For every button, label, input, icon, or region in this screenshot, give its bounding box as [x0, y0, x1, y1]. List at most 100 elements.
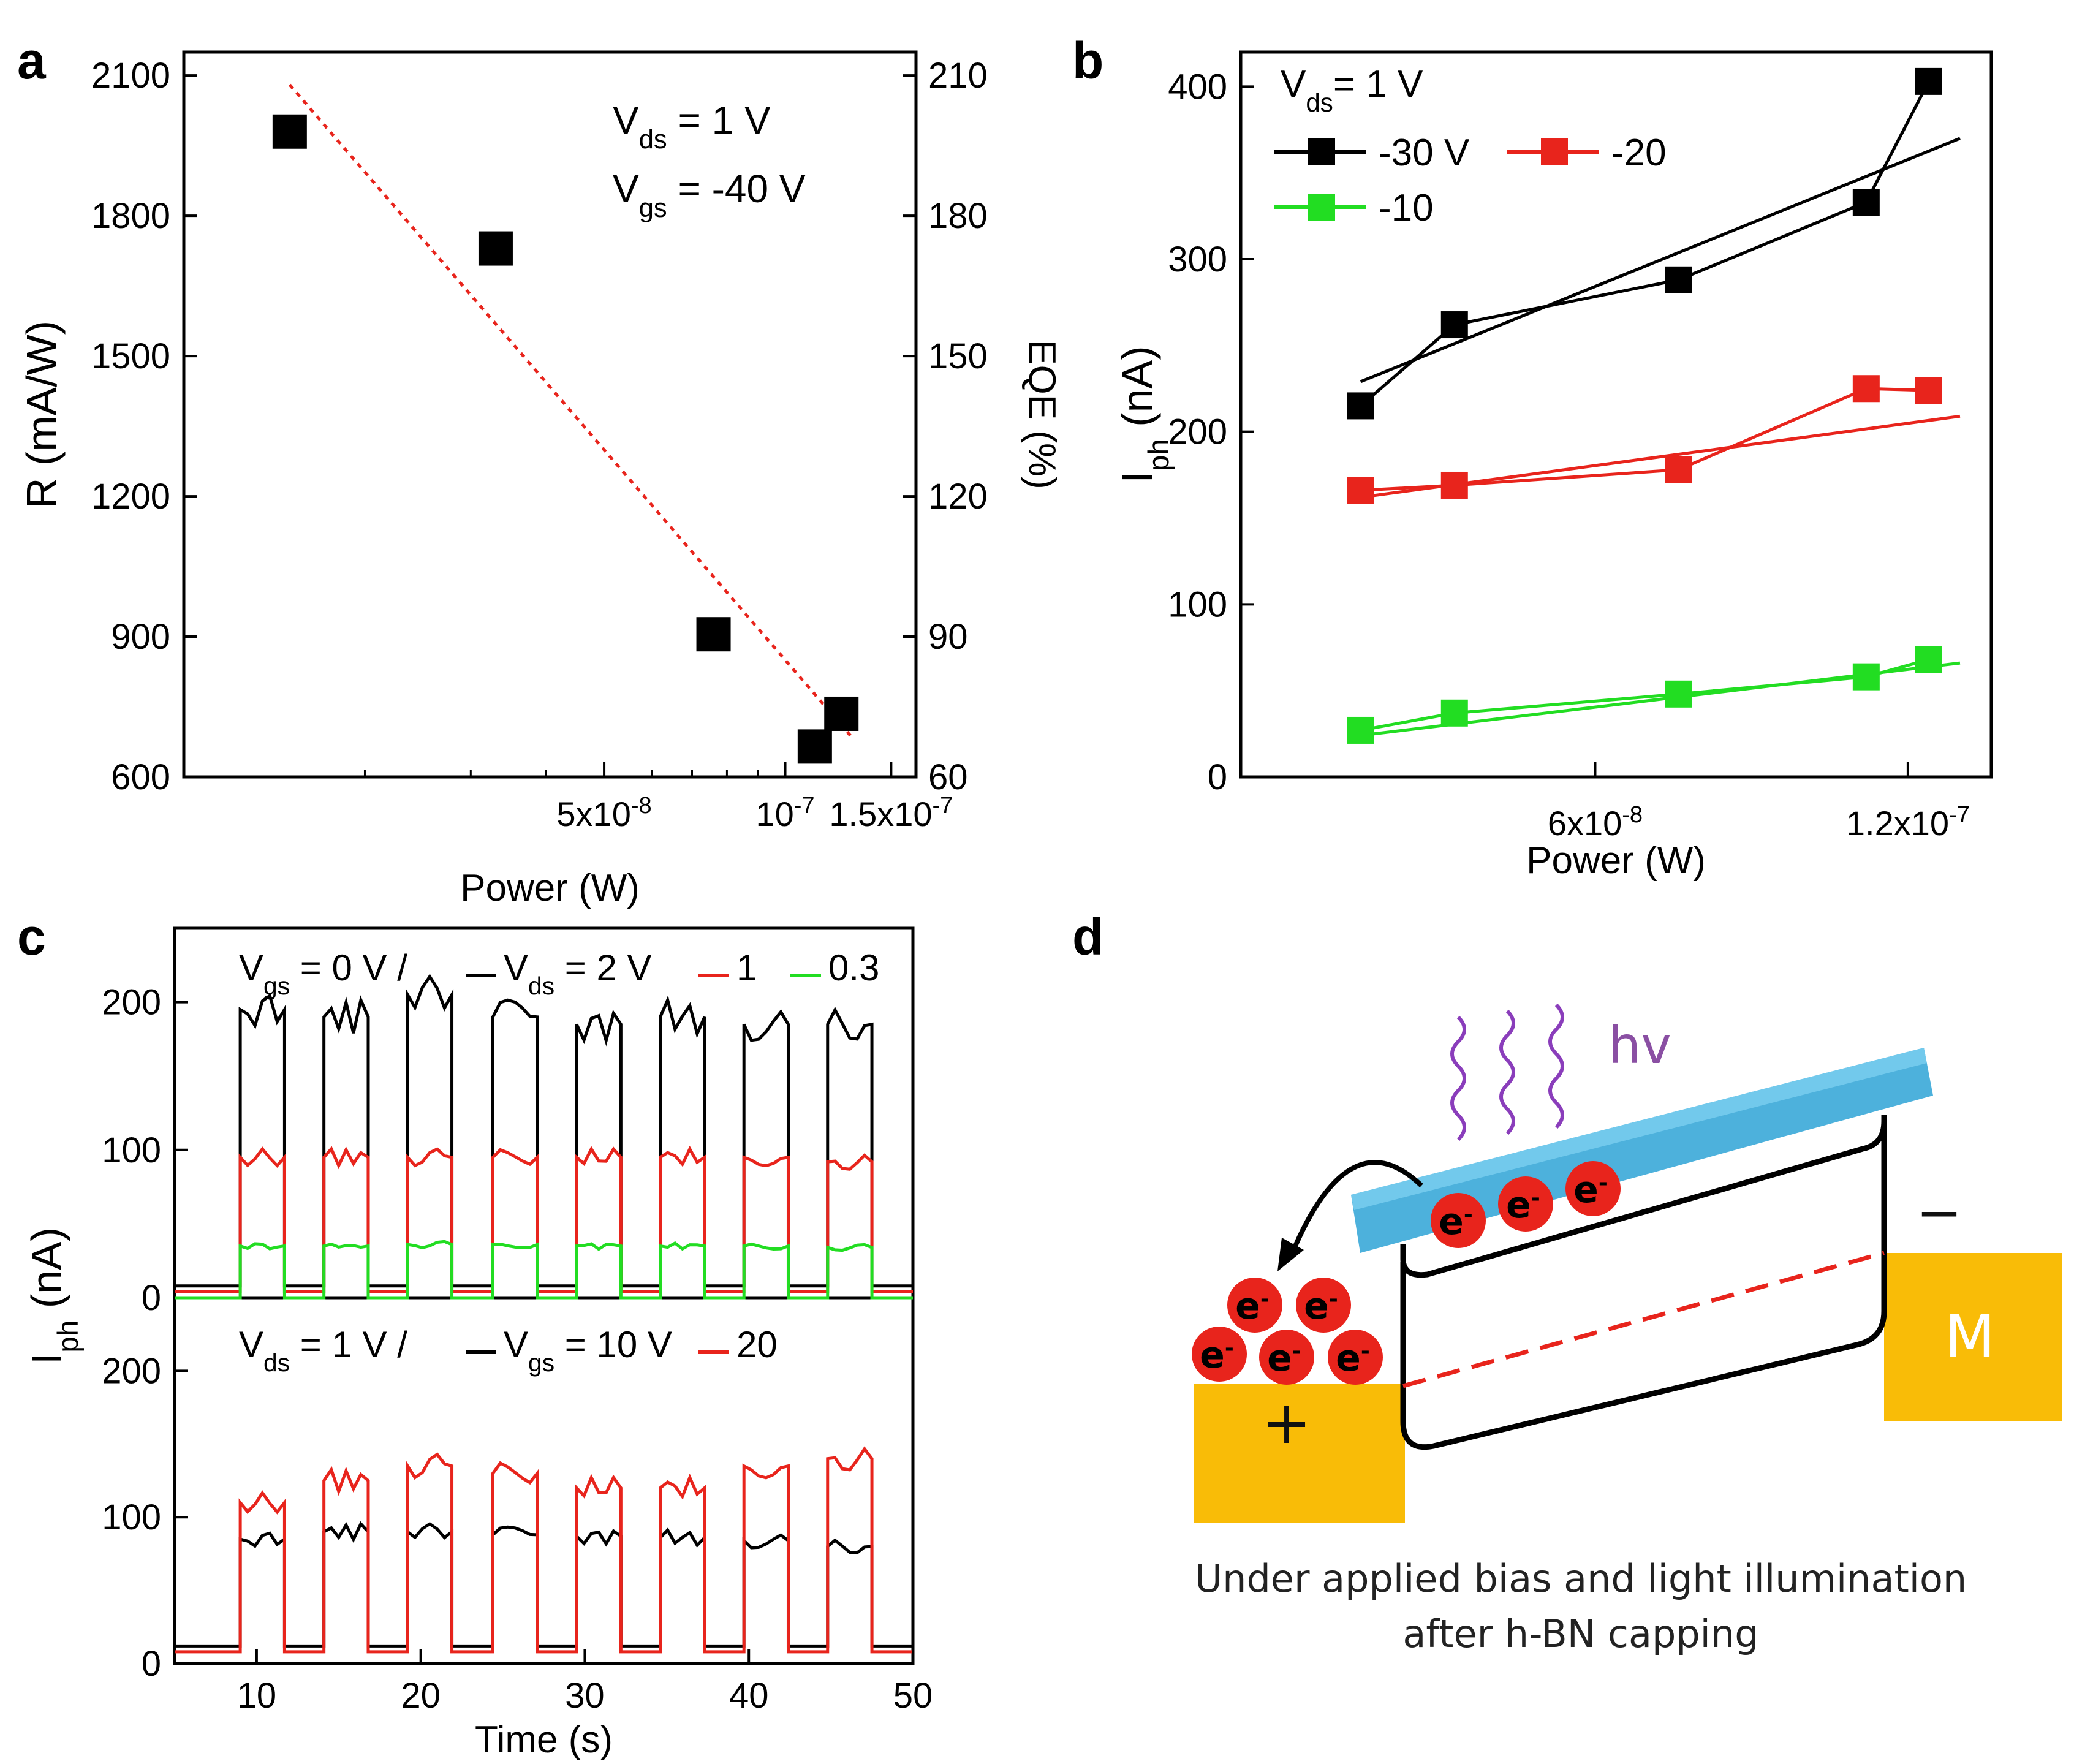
hbn-capping-layer	[1351, 1048, 1933, 1253]
electron-label: e-	[1506, 1184, 1540, 1227]
x-tick-label-c: 20	[401, 1676, 441, 1716]
data-point-a	[272, 114, 307, 149]
contact-electrons	[1192, 1278, 1383, 1385]
axes-frame-c	[173, 926, 915, 1665]
data-point-a	[478, 231, 513, 266]
chart-panel-b: 0 100 200 300 400 6x10-8 1.2x10-7 Power (W) Iph …	[1113, 50, 1993, 882]
y2-tick-label-a: 120	[928, 477, 988, 517]
chart-panel-c: 0 100 200 0 100 200 10 20 30 40 50 Time (s) Iph (nA)…	[23, 926, 933, 1761]
axes-frame-b	[1239, 50, 1993, 779]
data-point-a	[797, 729, 832, 764]
transfer-arrowhead	[1277, 1238, 1304, 1271]
legend-label-b: -30 V	[1379, 132, 1470, 174]
y-tick-label-a: 900	[111, 617, 170, 657]
pulse-trace-c-bottom	[175, 1521, 913, 1648]
legend-mid-c-bottom: Vgs = 10 V	[504, 1324, 672, 1377]
electron-label: e-	[1336, 1337, 1370, 1380]
x-axis-label-a: Power (W)	[460, 867, 640, 909]
electron-label: e-	[1439, 1200, 1473, 1243]
data-point-b	[1915, 377, 1942, 404]
y2-tick-label-a: 60	[928, 757, 968, 797]
pulse-trace-c-top	[175, 1145, 913, 1293]
pulse-trace-c-top	[175, 1240, 913, 1300]
data-point-b	[1440, 471, 1468, 499]
x-tick-label-a: 5x10-8	[556, 793, 651, 833]
data-point-b	[1665, 456, 1692, 483]
y2-tick-label-a: 150	[928, 336, 988, 376]
y-axis-label-a: R (mA/W)	[18, 320, 66, 509]
data-point-b	[1852, 189, 1880, 216]
y-tick-label-a: 600	[111, 757, 170, 797]
x-axis-label-b: Power (W)	[1526, 839, 1706, 882]
x-tick-label-b: 1.2x10-7	[1846, 802, 1970, 842]
y-tick-label-c-bottom: 100	[102, 1497, 161, 1537]
diagram-caption-line-1: Under applied bias and light illuminatio…	[1194, 1556, 1967, 1601]
y-tick-label-c-bottom: 0	[142, 1644, 161, 1684]
data-point-b	[1347, 477, 1374, 504]
left-contact	[1194, 1384, 1405, 1523]
legend-marker-b	[1308, 138, 1335, 165]
axes-frame-a	[182, 50, 918, 779]
photon-label: hv	[1608, 1015, 1671, 1075]
y-axis-label-b: Iph (nA)	[1113, 346, 1175, 483]
y-tick-label-b: 400	[1168, 67, 1227, 107]
y-tick-label-c-top: 0	[142, 1278, 161, 1318]
legend-marker-b	[1541, 138, 1568, 165]
valence-band	[1400, 1115, 1887, 1450]
y-tick-label-a: 1200	[91, 477, 170, 517]
right-contact	[1884, 1253, 2062, 1421]
annotation-vds-b: Vds= 1 V	[1281, 63, 1423, 117]
plus-sign: +	[1262, 1388, 1311, 1457]
y2-tick-label-a: 90	[928, 617, 968, 657]
legend-label-b: -20	[1611, 132, 1667, 174]
data-point-b	[1347, 716, 1374, 744]
transfer-arrow	[1287, 1160, 1423, 1260]
y-tick-label-a: 1800	[91, 196, 170, 236]
pulse-trace-c-top	[175, 974, 913, 1288]
x-tick-label-b: 6x10-8	[1548, 802, 1643, 842]
channel-electrons	[1431, 1161, 1621, 1248]
data-point-b	[1665, 680, 1692, 708]
y2-axis-label-a: EQE (%)	[1021, 339, 1063, 490]
data-point-b	[1915, 646, 1942, 673]
y-tick-label-b: 100	[1168, 585, 1227, 624]
data-point-b	[1440, 699, 1468, 727]
legend-prefix-c-top: Vgs = 0 V /	[239, 947, 407, 1000]
x-tick-label-c: 10	[237, 1676, 277, 1716]
annotation-vds-a: Vds = 1 V	[613, 98, 771, 154]
data-point-a	[824, 696, 859, 731]
y-axis-label-c: Iph (nA)	[23, 1227, 85, 1365]
chart-panel-a: 600 900 1200 1500 1800 2100 60 90 120 150 180 210 5x…	[18, 50, 1063, 909]
fermi-level-dashed	[1402, 1251, 1885, 1388]
x-tick-label-c: 40	[729, 1676, 769, 1716]
panel-label-b: b	[1072, 32, 1103, 89]
minus-sign: −	[1916, 1181, 1962, 1245]
fit-line-a	[288, 83, 855, 741]
hbn-capping-highlight	[1351, 1048, 1927, 1210]
data-point-b	[1852, 375, 1880, 403]
electron-label: e-	[1235, 1285, 1270, 1328]
legend-prefix-c-bottom: Vds = 1 V /	[239, 1324, 407, 1377]
data-point-a	[696, 617, 731, 652]
band-diagram-panel: M + − hv e-e-e-e-e-e-e-e-	[1192, 1003, 2062, 1523]
y-tick-label-b: 300	[1168, 240, 1227, 279]
y-tick-label-a: 2100	[91, 56, 170, 96]
legend-mid-c-top: Vds = 2 V	[504, 947, 652, 1000]
y2-tick-label-a: 180	[928, 196, 988, 236]
data-point-b	[1915, 67, 1942, 95]
legend-label-c-top: 1	[736, 947, 757, 988]
photon-waves	[1450, 1003, 1564, 1141]
panel-label-d: d	[1072, 908, 1103, 966]
y2-tick-label-a: 210	[928, 56, 988, 96]
y-tick-label-b: 0	[1208, 757, 1227, 797]
legend-marker-b	[1308, 194, 1335, 221]
y-tick-label-c-top: 200	[102, 983, 161, 1023]
electron-label: e-	[1573, 1168, 1608, 1211]
diagram-caption-line-2: after h-BN capping	[1402, 1611, 1759, 1656]
legend-label-b: -10	[1379, 187, 1434, 229]
data-point-b	[1852, 663, 1880, 691]
y-tick-label-c-bottom: 200	[102, 1351, 161, 1391]
panel-label-c: c	[17, 908, 46, 966]
legend-label-c-top: 0.3	[828, 947, 879, 988]
